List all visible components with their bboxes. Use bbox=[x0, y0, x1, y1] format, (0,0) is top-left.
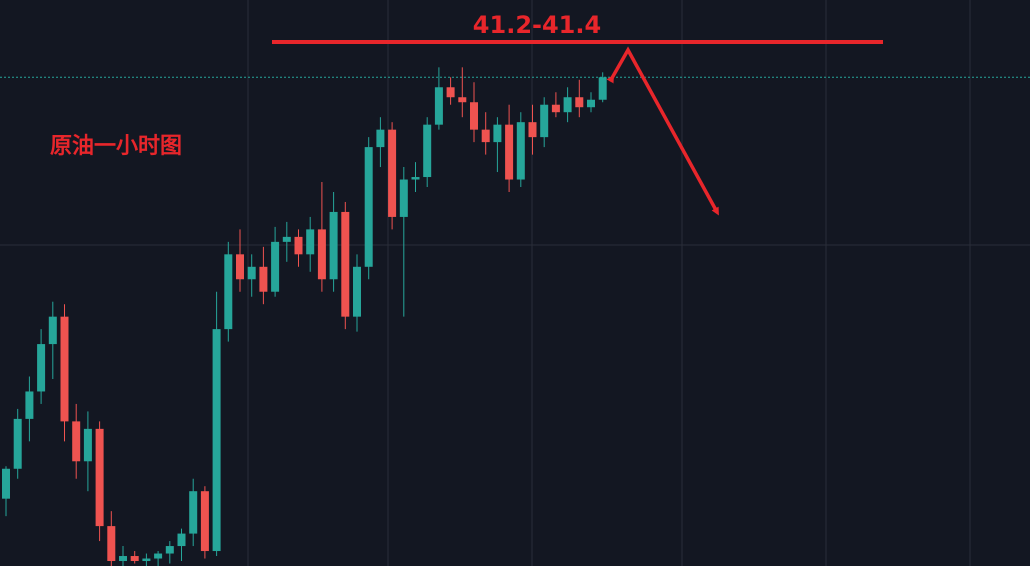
arrow bbox=[606, 46, 719, 216]
candle-body bbox=[528, 122, 537, 138]
candle-body bbox=[107, 526, 116, 562]
candle-body bbox=[434, 87, 443, 125]
candle-body bbox=[189, 491, 198, 534]
candle-body bbox=[236, 254, 244, 280]
candle-body bbox=[282, 236, 291, 242]
candle-body bbox=[446, 87, 455, 98]
candle-body bbox=[505, 124, 514, 180]
candle-body bbox=[224, 254, 233, 330]
candle-body bbox=[423, 124, 432, 178]
candle-body bbox=[540, 104, 549, 138]
candle-body bbox=[95, 428, 104, 527]
candle-body bbox=[388, 129, 397, 217]
candle-body bbox=[25, 391, 34, 419]
candle-body bbox=[481, 129, 490, 143]
candle-body bbox=[247, 266, 256, 280]
plot bbox=[0, 67, 1030, 566]
candle-body bbox=[271, 241, 280, 292]
annotation: 41.2-41.4 bbox=[473, 11, 601, 39]
candle-body bbox=[353, 266, 361, 317]
candle-body bbox=[598, 77, 607, 100]
candle-body bbox=[2, 468, 10, 499]
candle-body bbox=[83, 428, 92, 462]
candle-body bbox=[493, 124, 502, 143]
candle-body bbox=[587, 99, 595, 108]
candle-body bbox=[48, 316, 57, 345]
candle-body bbox=[317, 229, 326, 280]
candle-body bbox=[154, 553, 163, 559]
candle-body bbox=[13, 418, 22, 469]
candle-body bbox=[60, 316, 69, 422]
candle-body bbox=[551, 104, 560, 113]
candle-body bbox=[130, 556, 139, 562]
candle-body bbox=[458, 97, 467, 103]
candle-body bbox=[259, 266, 268, 292]
candle-body bbox=[165, 546, 174, 554]
candle-body bbox=[306, 229, 315, 255]
chart-title: 原油一小时图 bbox=[50, 134, 182, 159]
candle-body bbox=[294, 236, 303, 255]
candle-body bbox=[376, 129, 385, 148]
candle-body bbox=[411, 177, 420, 180]
candle-body bbox=[516, 122, 525, 180]
candle-body bbox=[177, 533, 186, 547]
candle-body bbox=[341, 211, 350, 317]
candle-body bbox=[72, 421, 81, 462]
candle-body bbox=[575, 97, 584, 108]
candle-body bbox=[142, 558, 151, 562]
candle-body bbox=[563, 97, 572, 113]
candle-body bbox=[200, 491, 209, 552]
candle-body bbox=[329, 211, 338, 280]
candle-body bbox=[212, 329, 221, 552]
candle-body bbox=[399, 179, 408, 217]
candle-body bbox=[119, 556, 127, 562]
candle-body bbox=[364, 147, 373, 267]
candle-body bbox=[37, 344, 46, 392]
candle-body bbox=[470, 102, 478, 130]
